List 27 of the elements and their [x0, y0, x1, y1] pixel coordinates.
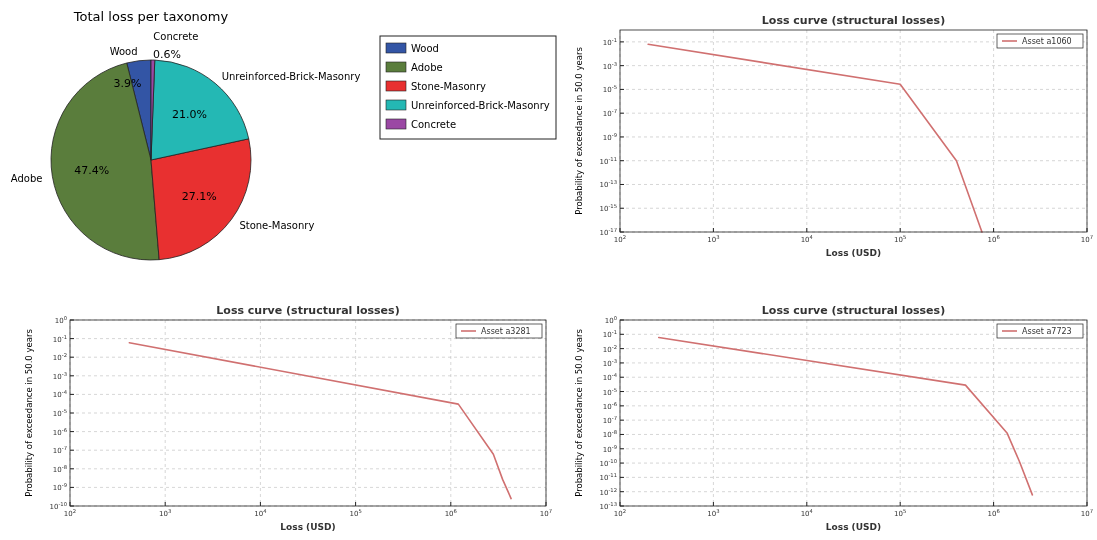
- legend-label: Asset a7723: [1022, 327, 1072, 336]
- legend-label: Wood: [411, 43, 439, 54]
- x-axis-title: Loss (USD): [825, 248, 882, 258]
- x-axis-title: Loss (USD): [825, 522, 882, 532]
- legend-label: Concrete: [411, 119, 457, 130]
- slice-label: Concrete: [153, 31, 199, 43]
- legend-label: Stone-Masonry: [411, 81, 487, 92]
- y-axis-title: Probability of exceedance in 50.0 years: [24, 328, 34, 497]
- data-label: 0.6%: [153, 48, 181, 62]
- legend-label: Unreinforced-Brick-Masonry: [411, 100, 550, 111]
- x-axis-title: Loss (USD): [280, 522, 336, 532]
- data-label: 47.4%: [74, 163, 110, 177]
- chart-title: Loss curve (structural losses): [761, 304, 946, 317]
- slice-label: Adobe: [10, 172, 43, 184]
- data-label: 27.1%: [181, 189, 217, 203]
- legend-label: Asset a3281: [481, 327, 531, 336]
- legend-label: Asset a1060: [1022, 37, 1072, 46]
- legend-label: Adobe: [411, 62, 443, 73]
- chart-title: Loss curve (structural losses): [216, 304, 400, 317]
- slice-label: Stone-Masonry: [239, 220, 315, 232]
- y-axis-title: Probability of exceedance in 50.0 years: [574, 328, 584, 497]
- y-axis-title: Probability of exceedance in 50.0 years: [574, 46, 584, 215]
- chart-title: Total loss per taxonomy: [72, 9, 229, 24]
- chart-title: Loss curve (structural losses): [761, 14, 946, 27]
- slice-label: Unreinforced-Brick-Masonry: [221, 70, 361, 82]
- slice-label: Wood: [109, 45, 138, 57]
- data-label: 21.0%: [172, 108, 208, 122]
